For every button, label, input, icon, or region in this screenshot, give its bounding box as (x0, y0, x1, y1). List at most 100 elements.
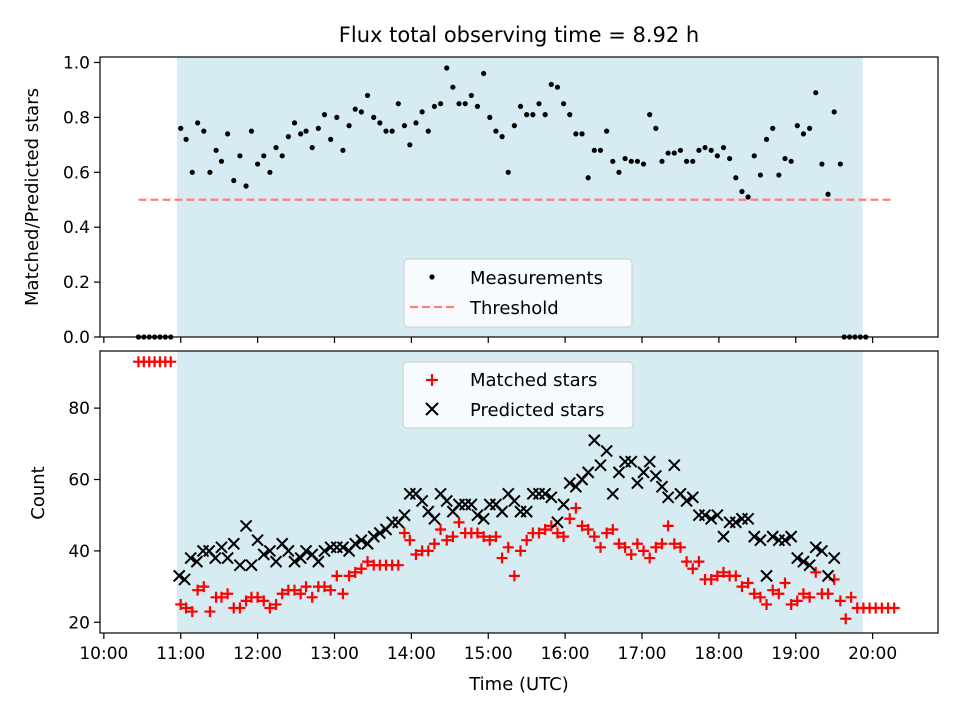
predicted-star-point (754, 533, 767, 547)
matched-star-point (834, 595, 846, 607)
predicted-star-point (312, 555, 325, 568)
matched-star-point (404, 534, 416, 546)
predicted-star-point (178, 573, 191, 586)
measurement-point (371, 114, 377, 120)
predicted-star-point (190, 555, 204, 568)
matched-star-point (496, 552, 508, 564)
matched-star-point (644, 552, 656, 564)
measurement-point (659, 158, 665, 164)
matched-star-point (186, 606, 198, 618)
matched-star-point (180, 602, 192, 614)
predicted-star-point (680, 494, 693, 508)
matched-star-point (705, 573, 717, 585)
top-legend-box (403, 258, 633, 328)
matched-star-point (453, 516, 465, 528)
measurement-point (231, 177, 237, 184)
predicted-star-point (557, 498, 570, 511)
measurement-point (267, 169, 273, 175)
measurement-point (279, 153, 285, 159)
matched-star-point (258, 595, 270, 607)
predicted-star-point (711, 508, 724, 522)
measurement-point (243, 183, 249, 189)
matched-star-point (539, 523, 551, 535)
legend-matched-label: Matched stars (470, 370, 597, 391)
predicted-star-point (588, 434, 601, 447)
predicted-star-point (471, 508, 484, 522)
legend-threshold-label: Threshold (469, 298, 559, 319)
measurement-point (825, 191, 831, 197)
measurement-point (628, 158, 634, 164)
predicted-star-point (704, 512, 718, 525)
predicted-star-point (649, 469, 663, 483)
measurement-point (560, 101, 567, 107)
x-tick-label: 14:00 (387, 644, 436, 664)
measurement-point (407, 142, 413, 148)
matched-star-point (773, 588, 785, 600)
x-tick-label: 20:00 (848, 644, 897, 664)
predicted-star-point (698, 508, 712, 522)
bottom-y-axis-label: Count (28, 466, 49, 519)
matched-star-point (785, 598, 797, 610)
predicted-star-point (288, 555, 301, 568)
matched-star-point (428, 538, 440, 550)
measurement-point (739, 188, 745, 195)
matched-star-point (435, 523, 447, 535)
matched-star-point (625, 548, 637, 560)
matched-star-point (754, 591, 766, 603)
measurement-point (751, 153, 757, 159)
measurement-point (782, 155, 788, 162)
predicted-star-point (791, 551, 804, 565)
matched-star-point (810, 566, 822, 578)
measurement-point (493, 128, 499, 134)
predicted-star-point (440, 494, 453, 508)
measurement-point (413, 120, 419, 126)
matched-star-point (687, 563, 699, 575)
predicted-star-point (594, 459, 607, 472)
measurement-point (776, 172, 782, 178)
bottom-predicted-layer (172, 434, 841, 586)
measurement-point (248, 128, 255, 134)
predicted-star-point (367, 530, 380, 543)
matched-star-point (804, 591, 816, 603)
matched-star-point (576, 520, 588, 532)
matched-star-point (422, 545, 434, 557)
predicted-star-point (172, 569, 186, 583)
measurement-point (763, 136, 770, 142)
measurement-point (634, 158, 640, 164)
matched-star-point (607, 523, 619, 535)
predicted-star-point (563, 476, 576, 490)
measurement-point (733, 175, 739, 181)
matched-star-point (791, 595, 803, 607)
matched-star-point (306, 591, 318, 603)
measurement-point (567, 112, 573, 118)
measurement-point (183, 136, 189, 142)
bottom-matched-layer (132, 356, 900, 625)
matched-star-point (650, 541, 662, 553)
measurement-point (195, 120, 201, 126)
predicted-star-point (349, 537, 362, 550)
y-tick-label: 20 (68, 613, 90, 633)
measurement-point (511, 123, 517, 129)
predicted-star-point (245, 558, 258, 572)
measurement-point (255, 161, 261, 167)
matched-star-point (392, 559, 404, 571)
bottom-plot-frame (99, 350, 939, 634)
predicted-star-point (766, 530, 779, 543)
measurement-point (837, 161, 843, 167)
matched-star-point (331, 570, 343, 582)
top-y-axis-label: Matched/Predicted stars (22, 88, 43, 306)
measurement-point (505, 169, 511, 175)
measurement-point (677, 147, 684, 153)
matched-star-point (325, 584, 337, 596)
predicted-star-point (545, 491, 558, 504)
measurement-point (218, 158, 225, 164)
predicted-star-point (299, 544, 313, 558)
matched-star-point (490, 531, 502, 543)
matched-star-point (484, 534, 496, 546)
predicted-star-point (251, 533, 264, 547)
measurement-point (708, 147, 714, 153)
matched-star-point (295, 588, 307, 600)
matched-star-point (252, 591, 264, 603)
measurement-point (727, 155, 733, 162)
